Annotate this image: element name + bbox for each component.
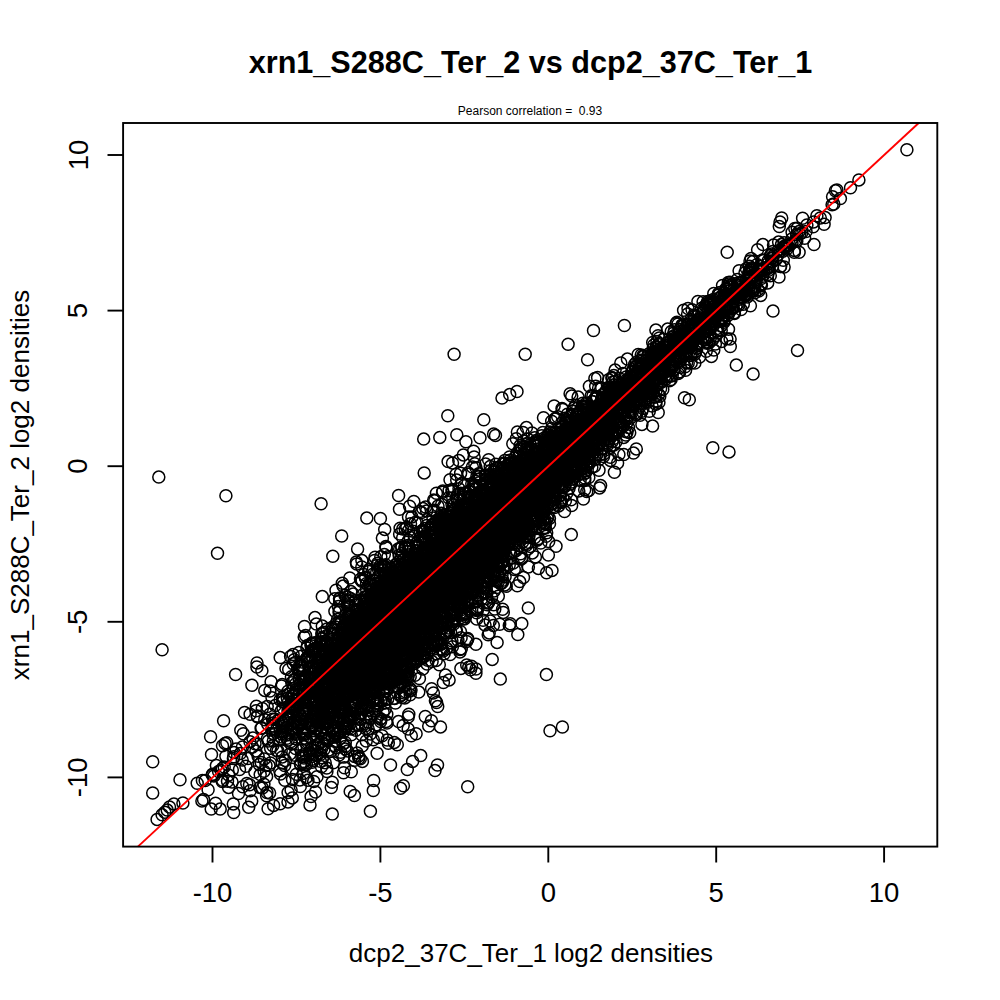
svg-text:-10: -10 [63, 758, 94, 798]
svg-text:xrn1_S288C_Ter_2 log2 densitie: xrn1_S288C_Ter_2 log2 densities [5, 290, 35, 680]
svg-text:0: 0 [541, 877, 556, 908]
svg-text:10: 10 [869, 877, 900, 908]
svg-text:10: 10 [63, 140, 94, 171]
svg-text:-10: -10 [193, 877, 233, 908]
svg-text:0: 0 [63, 459, 94, 474]
svg-text:dcp2_37C_Ter_1 log2 densities: dcp2_37C_Ter_1 log2 densities [349, 938, 713, 968]
svg-text:-5: -5 [368, 877, 392, 908]
svg-text:5: 5 [709, 877, 724, 908]
svg-text:5: 5 [63, 303, 94, 318]
svg-text:Pearson correlation = 0.93: Pearson correlation = 0.93 [458, 104, 603, 118]
svg-text:-5: -5 [63, 610, 94, 634]
svg-text:xrn1_S288C_Ter_2 vs dcp2_37C_T: xrn1_S288C_Ter_2 vs dcp2_37C_Ter_1 [249, 45, 813, 80]
